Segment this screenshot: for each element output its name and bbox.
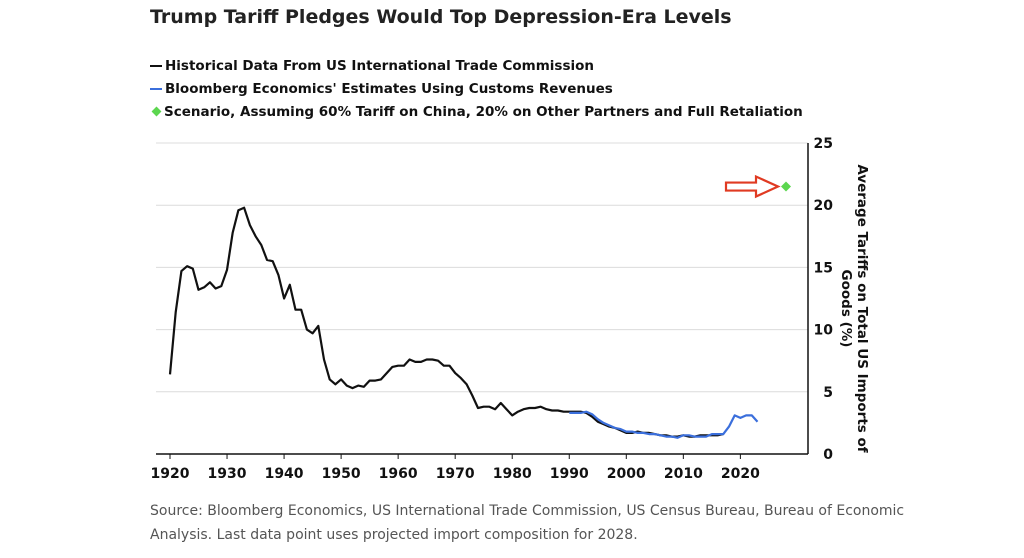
series-layer xyxy=(170,182,791,438)
y-axis: 0 5 10 15 20 25 xyxy=(808,136,833,463)
x-tick-label-1: 1930 xyxy=(208,466,247,482)
y-axis-title-line-1: Average Tariffs on Total US Imports of xyxy=(854,164,870,452)
x-tick-label-9: 2010 xyxy=(664,466,703,482)
x-tick-label-10: 2020 xyxy=(721,466,760,482)
y-tick-label-1: 5 xyxy=(823,385,833,401)
chart-plot: 1920 1930 1940 1950 1960 1970 1980 1990 2000 2010… xyxy=(0,0,1024,558)
annotation-layer xyxy=(726,177,778,197)
y-tick-label-3: 15 xyxy=(814,260,833,276)
x-tick-label-8: 2000 xyxy=(607,466,646,482)
x-tick-label-5: 1970 xyxy=(436,466,475,482)
series-2-point-0 xyxy=(781,182,791,192)
y-tick-label-5: 25 xyxy=(814,136,833,152)
x-tick-label-2: 1940 xyxy=(265,466,304,482)
y-axis-title-line-2: Goods (%) xyxy=(838,270,854,348)
y-tick-label-2: 10 xyxy=(814,323,834,339)
annotation-arrow-0 xyxy=(726,177,778,197)
x-tick-label-6: 1980 xyxy=(493,466,532,482)
x-tick-label-4: 1960 xyxy=(379,466,418,482)
source-note: Source: Bloomberg Economics, US Internat… xyxy=(150,499,910,547)
x-tick-label-0: 1920 xyxy=(151,466,190,482)
series-0-line xyxy=(170,208,723,437)
y-tick-label-4: 20 xyxy=(814,198,834,214)
x-tick-label-3: 1950 xyxy=(322,466,361,482)
x-tick-label-7: 1990 xyxy=(550,466,589,482)
y-axis-title: Average Tariffs on Total US Imports ofGo… xyxy=(838,164,870,452)
x-axis: 1920 1930 1940 1950 1960 1970 1980 1990 2000 2010… xyxy=(151,454,761,482)
y-tick-label-0: 0 xyxy=(823,447,833,463)
series-1-line xyxy=(569,412,757,438)
